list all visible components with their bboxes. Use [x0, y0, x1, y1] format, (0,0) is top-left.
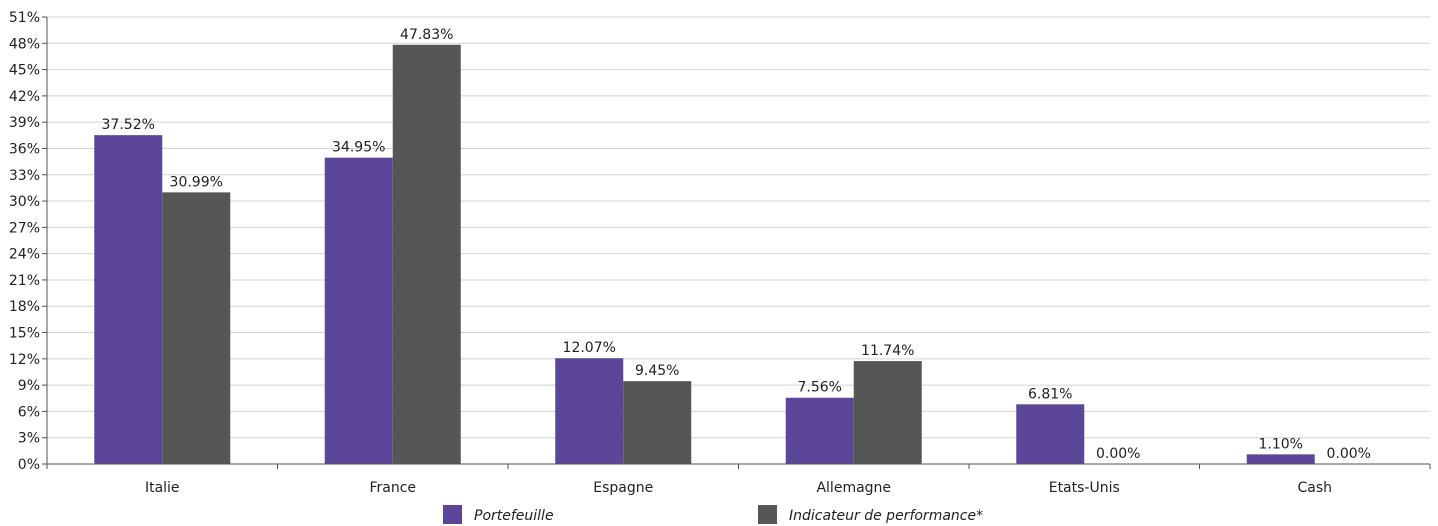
y-tick-label: 51% — [9, 10, 40, 26]
data-label: 9.45% — [635, 363, 679, 379]
y-tick-label: 18% — [9, 299, 40, 315]
data-label: 37.52% — [102, 117, 155, 133]
data-label: 12.07% — [563, 340, 616, 356]
data-label: 47.83% — [400, 27, 453, 43]
y-tick-label: 6% — [18, 404, 40, 420]
y-tick-label: 12% — [9, 352, 40, 368]
y-tick-label: 45% — [9, 63, 40, 79]
legend-label: Portefeuille — [474, 508, 554, 524]
bar-indicateur-france — [392, 44, 461, 464]
legend-swatch — [443, 505, 462, 524]
x-tick-label: France — [369, 480, 416, 496]
y-tick-label: 39% — [9, 115, 40, 131]
y-tick-label: 48% — [9, 36, 40, 52]
bar-portefeuille-italie — [94, 135, 163, 464]
y-tick-label: 24% — [9, 247, 40, 263]
x-tick-label: Espagne — [593, 480, 653, 496]
y-axis-ticks: 0% 3% 6% 9% 12% 15% 18% 21% 24% 27% 30% 33% 36% 39% 42… — [9, 10, 40, 473]
y-tick-label: 0% — [18, 457, 40, 473]
data-label: 0.00% — [1327, 446, 1371, 462]
x-axis-ticks: Italie France Espagne Allemagne Etats-Unis Ca… — [145, 480, 1332, 496]
data-label: 34.95% — [332, 140, 385, 156]
bar-indicateur-espagne — [623, 381, 692, 464]
data-label: 1.10% — [1259, 436, 1303, 452]
bar-indicateur-allemagne — [853, 361, 922, 464]
data-label: 11.74% — [861, 343, 914, 359]
axes — [42, 16, 1431, 469]
data-label: 6.81% — [1028, 386, 1072, 402]
y-tick-label: 9% — [18, 378, 40, 394]
bars — [94, 44, 1315, 464]
data-labels: 37.52% 30.99% 34.95% 47.83% 12.07% 9.45% 7.56%… — [102, 27, 1371, 462]
x-tick-label: Etats-Unis — [1049, 480, 1120, 496]
y-tick-label: 36% — [9, 141, 40, 157]
bar-portefeuille-etats-unis — [1016, 404, 1085, 464]
y-tick-label: 42% — [9, 89, 40, 105]
legend-swatch — [758, 505, 777, 524]
bar-portefeuille-espagne — [555, 358, 624, 464]
x-tick-label: Cash — [1297, 480, 1332, 496]
data-label: 30.99% — [170, 174, 223, 190]
x-tick-label: Italie — [145, 480, 180, 496]
x-tick-label: Allemagne — [816, 480, 891, 496]
y-tick-label: 33% — [9, 168, 40, 184]
gridlines — [47, 16, 1430, 439]
bar-portefeuille-allemagne — [785, 397, 854, 464]
data-label: 7.56% — [798, 380, 842, 396]
bar-portefeuille-cash — [1246, 454, 1315, 464]
data-label: 0.00% — [1096, 446, 1140, 462]
bar-indicateur-italie — [162, 192, 231, 464]
y-tick-label: 30% — [9, 194, 40, 210]
legend: Portefeuille Indicateur de performance* — [443, 505, 983, 524]
y-tick-label: 15% — [9, 326, 40, 342]
legend-label: Indicateur de performance* — [789, 508, 983, 524]
y-tick-label: 21% — [9, 273, 40, 289]
y-tick-label: 27% — [9, 220, 40, 236]
bar-portefeuille-france — [324, 157, 393, 464]
y-tick-label: 3% — [18, 431, 40, 447]
